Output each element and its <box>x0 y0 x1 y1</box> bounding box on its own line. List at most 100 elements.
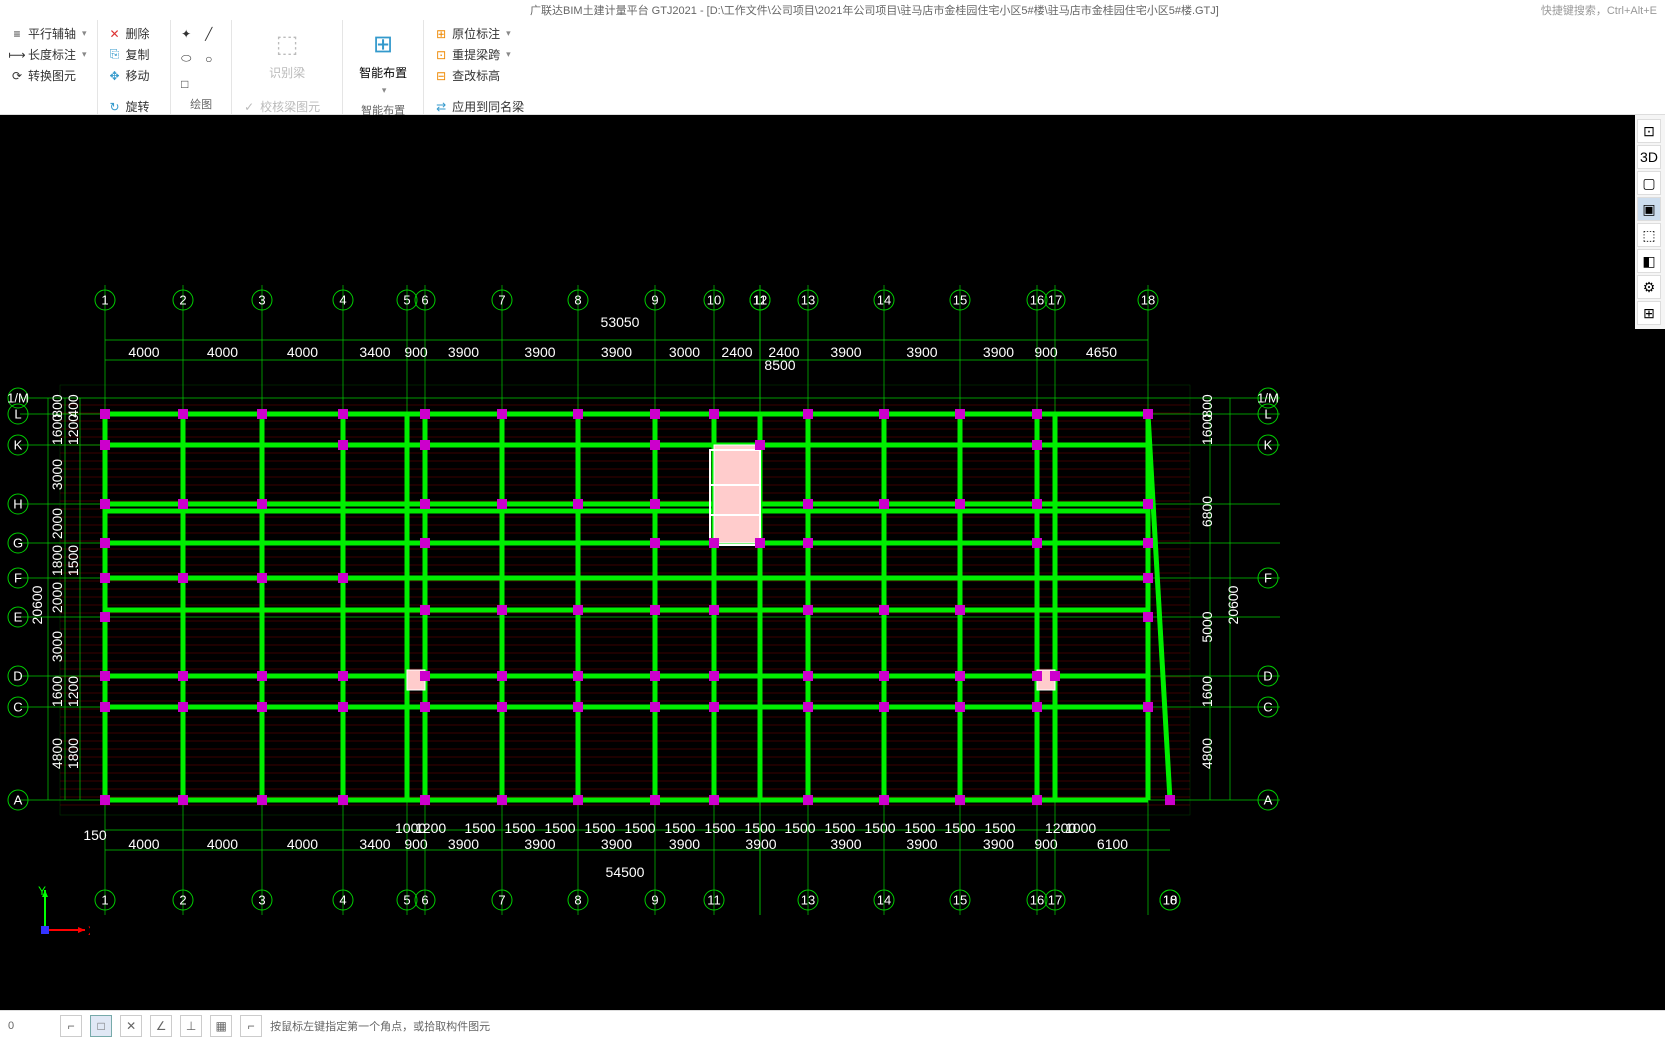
svg-text:2400: 2400 <box>721 344 752 360</box>
view-tool-6[interactable]: ◧ <box>1637 249 1661 273</box>
status-hint: 按鼠标左键指定第一个角点，或拾取构件图元 <box>270 1018 490 1034</box>
svg-text:4000: 4000 <box>128 344 159 360</box>
move-icon: ✥ <box>108 69 122 83</box>
svg-text:4: 4 <box>339 293 346 308</box>
svg-text:13: 13 <box>801 293 815 308</box>
svg-text:12: 12 <box>753 293 767 308</box>
drawing-canvas[interactable]: 1234567891011121314151617181234567891113… <box>0 115 1635 1010</box>
sb-button-7[interactable]: ⌐ <box>240 1015 262 1037</box>
svg-text:4650: 4650 <box>1086 344 1117 360</box>
svg-text:1500: 1500 <box>784 820 815 836</box>
settings-button[interactable]: ⚙ <box>1637 275 1661 299</box>
delete-button[interactable]: ✕删除 <box>106 24 163 43</box>
svg-text:54500: 54500 <box>606 864 645 880</box>
svg-text:3900: 3900 <box>524 344 555 360</box>
copy-button[interactable]: ⎘复制 <box>106 45 163 64</box>
svg-text:3900: 3900 <box>448 344 479 360</box>
length-dim-button[interactable]: ⟼长度标注▾ <box>8 45 89 64</box>
svg-text:3: 3 <box>258 893 265 908</box>
svg-text:A: A <box>1264 793 1273 808</box>
position-label-button[interactable]: ⊞原位标注▾ <box>432 24 526 43</box>
dropdown-icon: ▾ <box>506 28 511 39</box>
convert-element-button[interactable]: ⟳转换图元 <box>8 66 89 85</box>
svg-text:3900: 3900 <box>906 344 937 360</box>
sb-button-1[interactable]: ⌐ <box>60 1015 82 1037</box>
sb-button-2[interactable]: □ <box>90 1015 112 1037</box>
sb-button-5[interactable]: ⊥ <box>180 1015 202 1037</box>
svg-text:9: 9 <box>651 293 658 308</box>
svg-text:1500: 1500 <box>584 820 615 836</box>
right-toolbar: ⊡ 3D ▢ ▣ ⬚ ◧ ⚙ ⊞ <box>1635 115 1665 329</box>
rotate-button[interactable]: ↻旋转 <box>106 97 163 116</box>
svg-text:5: 5 <box>403 293 410 308</box>
svg-text:4800: 4800 <box>1199 738 1215 769</box>
svg-text:C: C <box>1263 700 1272 715</box>
svg-text:1800: 1800 <box>49 545 65 576</box>
regenerate-span-button[interactable]: ⊡重提梁跨▾ <box>432 45 526 64</box>
svg-text:1: 1 <box>101 293 108 308</box>
svg-text:4000: 4000 <box>128 836 159 852</box>
svg-text:2000: 2000 <box>49 508 65 539</box>
svg-text:10: 10 <box>1163 893 1177 908</box>
svg-text:1500: 1500 <box>464 820 495 836</box>
svg-text:F: F <box>1264 571 1272 586</box>
sb-button-3[interactable]: ✕ <box>120 1015 142 1037</box>
svg-text:6: 6 <box>421 293 428 308</box>
draw-line-button[interactable]: ╱ <box>203 24 223 44</box>
svg-text:900: 900 <box>404 344 428 360</box>
svg-text:1/M: 1/M <box>1257 391 1279 406</box>
svg-text:4800: 4800 <box>49 738 65 769</box>
check-icon: ✓ <box>242 100 256 114</box>
apply-same-name-button[interactable]: ⇄应用到同名梁 <box>432 97 526 116</box>
svg-text:4000: 4000 <box>207 836 238 852</box>
move-button[interactable]: ✥移动 <box>106 66 163 85</box>
svg-text:10: 10 <box>707 293 721 308</box>
svg-text:Y: Y <box>38 885 46 898</box>
sb-button-4[interactable]: ∠ <box>150 1015 172 1037</box>
svg-text:1000: 1000 <box>1065 820 1096 836</box>
svg-text:1500: 1500 <box>744 820 775 836</box>
svg-text:1200: 1200 <box>415 820 446 836</box>
canvas-area[interactable]: 1234567891011121314151617181234567891113… <box>0 115 1665 1010</box>
svg-text:X: X <box>88 924 90 938</box>
dropdown-icon: ▾ <box>506 49 511 60</box>
draw-point-button[interactable]: ✦ <box>179 24 199 44</box>
svg-text:1800: 1800 <box>65 738 81 769</box>
svg-text:6: 6 <box>421 893 428 908</box>
smart-icon: ⊞ <box>367 28 399 60</box>
view-tool-4[interactable]: ▣ <box>1637 197 1661 221</box>
svg-text:6800: 6800 <box>1199 496 1215 527</box>
svg-text:7: 7 <box>498 893 505 908</box>
smart-layout-button[interactable]: ⊞ 智能布置 ▾ <box>351 24 415 100</box>
change-elevation-button[interactable]: ⊟查改标高 <box>432 66 526 85</box>
view-tool-5[interactable]: ⬚ <box>1637 223 1661 247</box>
svg-text:4000: 4000 <box>207 344 238 360</box>
rotate-icon: ↻ <box>108 100 122 114</box>
svg-text:F: F <box>14 571 22 586</box>
recognize-beam-button[interactable]: ⬚ 识别梁 <box>240 24 334 85</box>
svg-text:6100: 6100 <box>1097 836 1128 852</box>
parallel-axis-button[interactable]: ≡平行辅轴▾ <box>8 24 89 43</box>
svg-text:3900: 3900 <box>830 344 861 360</box>
sb-button-6[interactable]: ▦ <box>210 1015 232 1037</box>
svg-text:1/M: 1/M <box>7 391 29 406</box>
svg-text:1500: 1500 <box>864 820 895 836</box>
svg-text:G: G <box>13 536 23 551</box>
view-tool-8[interactable]: ⊞ <box>1637 301 1661 325</box>
view-3d-button[interactable]: 3D <box>1637 145 1661 169</box>
draw-circle-button[interactable]: ○ <box>203 48 223 69</box>
view-tool-1[interactable]: ⊡ <box>1637 119 1661 143</box>
svg-text:3900: 3900 <box>448 836 479 852</box>
svg-text:1600: 1600 <box>1199 676 1215 707</box>
svg-text:3400: 3400 <box>359 836 390 852</box>
draw-rect-button[interactable]: □ <box>179 74 199 94</box>
view-tool-3[interactable]: ▢ <box>1637 171 1661 195</box>
svg-text:7: 7 <box>498 293 505 308</box>
dropdown-icon: ▾ <box>82 49 87 60</box>
svg-text:3900: 3900 <box>906 836 937 852</box>
draw-arc-button[interactable]: ⬭ <box>179 48 199 69</box>
convert-icon: ⟳ <box>10 69 24 83</box>
svg-text:14: 14 <box>877 893 891 908</box>
elev-icon: ⊟ <box>434 69 448 83</box>
check-beam-element-button[interactable]: ✓校核梁图元 <box>240 97 334 116</box>
